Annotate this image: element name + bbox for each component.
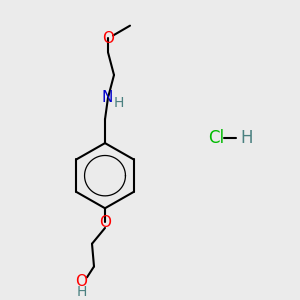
Text: H: H: [240, 129, 253, 147]
Text: O: O: [102, 31, 114, 46]
Text: H: H: [77, 285, 87, 299]
Text: H: H: [114, 96, 124, 110]
Text: Cl: Cl: [208, 129, 224, 147]
Text: N: N: [101, 90, 113, 105]
Text: O: O: [75, 274, 87, 289]
Text: O: O: [99, 214, 111, 230]
